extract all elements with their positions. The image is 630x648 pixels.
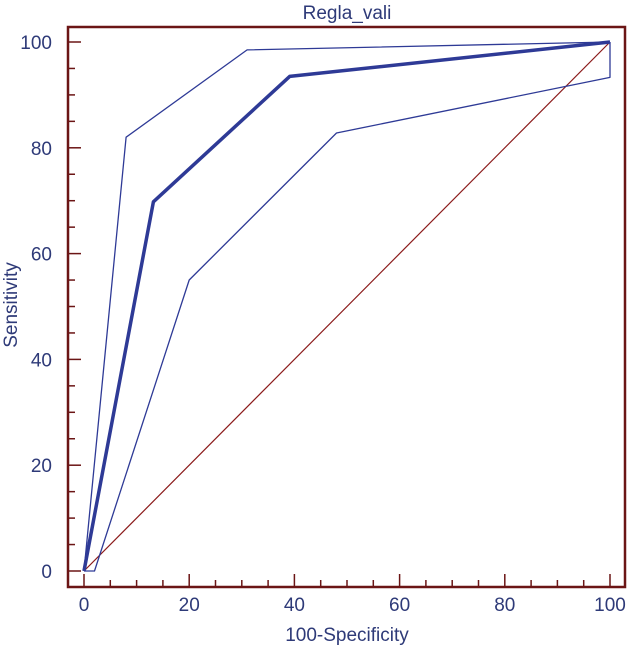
roc-curve-line [82, 40, 611, 572]
y-tick-label: 100 [20, 33, 52, 54]
y-axis-title: Sensitivity [1, 262, 22, 348]
confidence-bound-line [83, 41, 611, 572]
y-tick-label: 20 [31, 456, 52, 477]
x-tick-label: 60 [389, 595, 410, 616]
x-tick-label: 80 [494, 595, 515, 616]
x-tick-label: 20 [179, 595, 200, 616]
y-tick-label: 40 [31, 350, 52, 371]
y-tick-label: 60 [31, 245, 52, 266]
y-tick-label: 80 [31, 139, 52, 160]
confidence-bound-line [84, 42, 611, 572]
plot-lines [82, 40, 611, 572]
reference-diagonal-line [83, 41, 611, 572]
x-tick-label: 40 [284, 595, 305, 616]
x-tick-label: 100 [594, 595, 626, 616]
chart-title: Regla_vali [303, 3, 392, 24]
x-tick-label: 0 [79, 595, 90, 616]
x-axis-title: 100-Specificity [285, 625, 409, 646]
y-tick-label: 0 [41, 562, 52, 583]
axis-ticks: 0 20 40 60 80 100 0 20 40 60 80 100 [20, 33, 626, 616]
